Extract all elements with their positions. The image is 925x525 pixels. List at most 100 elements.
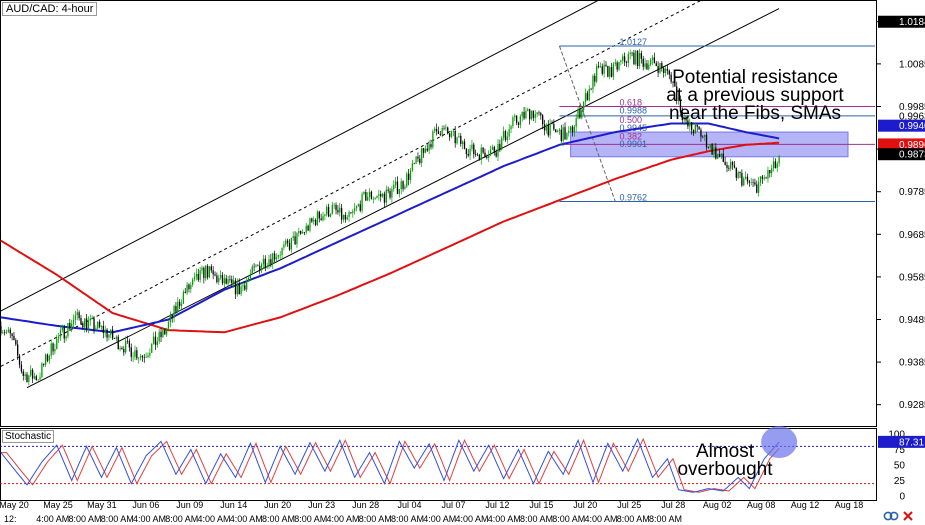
candle-body <box>677 100 680 102</box>
candle-body <box>31 369 34 379</box>
candle-body <box>696 124 698 127</box>
stochastic-layer: 100 75 50 25 0 87.31 <box>0 426 925 503</box>
candle-body <box>692 129 695 134</box>
candle-body <box>305 225 307 233</box>
candle-body <box>301 232 304 234</box>
annotation-line: Potential resistance <box>672 67 838 88</box>
candle-body <box>346 216 348 220</box>
candle-body <box>206 265 209 278</box>
candle-body <box>186 284 188 293</box>
candle-body <box>670 74 672 82</box>
candle-body <box>685 118 687 121</box>
candle-body <box>225 278 227 284</box>
price-tick-label: 0.9785 <box>899 187 925 198</box>
candle-body <box>158 331 160 342</box>
candle-body <box>69 323 71 329</box>
fib-level-label: 0.500 <box>619 115 642 125</box>
candle-body <box>653 57 656 64</box>
candle-body <box>283 244 285 248</box>
candle-body <box>30 369 32 376</box>
candle-body <box>514 115 516 118</box>
date-tick-label: Jul 20 <box>573 500 597 510</box>
candle-body <box>435 128 438 132</box>
candle-body <box>486 156 488 158</box>
candle-body <box>754 182 756 185</box>
candle-body <box>46 354 49 361</box>
candle-body <box>61 327 64 331</box>
candle-body <box>141 355 144 358</box>
candle-body <box>452 130 454 132</box>
candle-body <box>687 120 689 127</box>
time-tick-label: 8:00 AM <box>165 514 198 524</box>
candle-body <box>162 329 164 338</box>
candle-body <box>329 214 332 217</box>
close-icon[interactable] <box>903 511 913 521</box>
annotation-line: Almost <box>695 441 755 462</box>
candle-body <box>309 218 311 231</box>
candle-body <box>52 343 54 352</box>
chain-link-icon[interactable] <box>883 511 899 521</box>
candle-body <box>268 259 270 266</box>
candle-body <box>731 162 734 166</box>
candle-body <box>387 189 389 191</box>
main-plot-frame <box>0 0 877 427</box>
candle-body <box>5 331 8 333</box>
candle-body <box>143 357 145 358</box>
candle-body <box>376 195 378 198</box>
candle-body <box>147 355 149 357</box>
candle-body <box>771 168 773 174</box>
candle-body <box>313 220 315 222</box>
candle-body <box>130 347 132 357</box>
price-badge-label: 0.9873 <box>899 150 925 161</box>
candle-body <box>236 283 239 295</box>
candle-body <box>154 336 157 345</box>
annotation-line: near the Fibs, SMAs <box>668 103 842 124</box>
candle-body <box>648 64 650 70</box>
candle-body <box>113 338 116 340</box>
time-tick-label: 4:00 AM <box>327 514 360 524</box>
chart-title: AUD/CAD: 4-hour <box>2 2 98 16</box>
candle-body <box>744 176 747 179</box>
candle-body <box>767 169 769 179</box>
time-tick-label: 8:00 AM <box>649 514 682 524</box>
candle-body <box>372 198 374 200</box>
candle-body <box>581 110 583 118</box>
candle-body <box>603 64 605 74</box>
candle-body <box>167 322 170 329</box>
candle-body <box>480 147 482 160</box>
candle-body <box>363 191 365 194</box>
candle-body <box>601 66 603 74</box>
candle-body <box>674 82 676 87</box>
candle-body <box>314 220 317 225</box>
candle-body <box>577 108 579 119</box>
candle-body <box>689 122 691 127</box>
candle-body <box>193 276 196 280</box>
candle-body <box>190 284 192 290</box>
price-tick-label: 1.0085 <box>899 59 925 70</box>
candle-body <box>57 336 60 339</box>
time-tick-label: 8:00 AM <box>617 514 650 524</box>
candle-body <box>72 319 75 324</box>
date-tick-label: May 25 <box>43 500 73 510</box>
toolbar-icons[interactable] <box>883 511 913 521</box>
candle-body <box>475 154 477 155</box>
candle-body <box>540 113 542 116</box>
candle-body <box>614 62 616 64</box>
candle-body <box>383 193 386 203</box>
candle-body <box>292 236 294 239</box>
candle-body <box>370 191 373 199</box>
candle-body <box>182 291 185 304</box>
candle-body <box>117 336 119 350</box>
candle-body <box>337 210 339 213</box>
candle-body <box>730 162 732 169</box>
date-tick-label: Jul 07 <box>441 500 465 510</box>
price-tick-label: 0.9385 <box>899 358 925 369</box>
candle-body <box>89 318 91 321</box>
candle-body <box>296 233 298 245</box>
candle-body <box>294 236 296 245</box>
candle-body <box>402 181 404 189</box>
candle-body <box>108 334 110 338</box>
candle-body <box>253 266 255 268</box>
candle-body <box>197 273 199 280</box>
